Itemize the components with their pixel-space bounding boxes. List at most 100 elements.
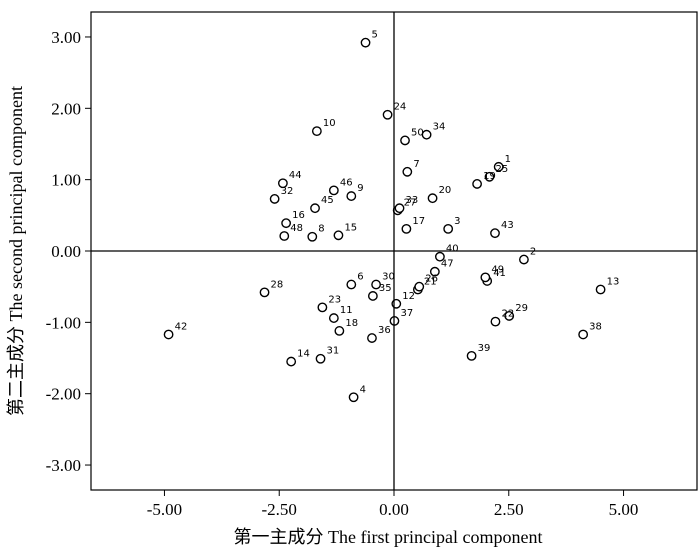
- data-point-35: [367, 291, 378, 301]
- data-point-label: 43: [501, 220, 514, 231]
- data-point-10: [311, 126, 322, 137]
- data-point-49: [480, 272, 491, 283]
- data-point-13: [595, 284, 606, 295]
- data-point-label: 15: [344, 222, 357, 233]
- data-point-2: [519, 254, 529, 265]
- data-point-14: [286, 356, 297, 367]
- data-point-9: [346, 191, 357, 201]
- data-point-label: 14: [297, 349, 310, 360]
- data-point-label: 22: [501, 309, 514, 320]
- data-point-label: 13: [607, 277, 620, 288]
- data-point-34: [421, 129, 432, 140]
- data-point-4: [348, 392, 359, 403]
- y-tick-label: -3.00: [46, 456, 81, 475]
- data-point-label: 38: [589, 321, 602, 332]
- data-point-25: [484, 171, 495, 182]
- data-point-36: [367, 333, 377, 343]
- data-point-label: 28: [271, 279, 284, 290]
- data-point-26: [414, 281, 425, 292]
- data-point-label: 10: [323, 118, 336, 129]
- data-point-label: 8: [318, 224, 324, 235]
- data-point-6: [346, 279, 357, 290]
- labels-layer: 1234567891011121314151617181920212223242…: [175, 30, 620, 396]
- x-axis-title: 第一主成分 The first principal component: [234, 527, 543, 547]
- data-point-label: 47: [441, 259, 454, 270]
- data-point-label: 23: [328, 294, 341, 305]
- y-tick-label: -2.00: [46, 385, 81, 404]
- data-point-7: [402, 166, 413, 177]
- data-point-label: 11: [340, 305, 353, 316]
- data-point-label: 31: [327, 346, 340, 357]
- axes-layer: -5.00 -2.50 0.00 2.50 5.00 3.00 2.00 1.00 0.00 -1…: [6, 11, 698, 547]
- data-point-38: [578, 329, 589, 340]
- data-point-label: 50: [411, 127, 424, 138]
- data-point-label: 9: [357, 183, 363, 194]
- data-point-label: 40: [446, 244, 459, 255]
- data-point-label: 32: [281, 186, 294, 197]
- data-point-label: 21: [424, 277, 437, 288]
- data-point-label: 7: [413, 159, 419, 170]
- data-point-label: 2: [530, 247, 536, 258]
- data-point-label: 30: [382, 272, 395, 283]
- data-point-30: [371, 279, 381, 290]
- data-point-44: [277, 178, 288, 189]
- data-point-label: 3: [454, 216, 460, 227]
- data-point-29: [504, 311, 515, 321]
- data-point-label: 48: [290, 223, 303, 234]
- data-point-label: 1: [505, 154, 511, 165]
- data-point-5: [360, 37, 371, 48]
- y-tick-label: -1.00: [46, 313, 81, 332]
- data-point-label: 16: [292, 210, 305, 221]
- data-point-label: 6: [357, 272, 363, 283]
- data-point-label: 18: [345, 318, 358, 329]
- x-tick-label: -2.50: [262, 500, 297, 519]
- data-point-label: 39: [478, 343, 491, 354]
- data-point-8: [307, 231, 318, 242]
- data-point-17: [401, 223, 412, 234]
- data-point-39: [466, 350, 477, 361]
- data-point-label: 33: [406, 195, 419, 206]
- data-point-46: [328, 185, 339, 196]
- data-point-label: 25: [495, 164, 508, 175]
- data-point-label: 5: [372, 30, 378, 41]
- data-point-48: [279, 231, 290, 241]
- data-point-50: [400, 135, 410, 146]
- data-point-40: [435, 251, 445, 262]
- data-point-1: [493, 161, 504, 172]
- data-point-label: 20: [439, 185, 452, 196]
- data-point-label: 4: [360, 384, 366, 395]
- data-point-31: [315, 353, 326, 364]
- data-point-28: [259, 287, 270, 298]
- data-point-label: 37: [400, 308, 413, 319]
- data-point-15: [333, 230, 344, 241]
- data-point-label: 41: [493, 268, 506, 279]
- y-axis-title: 第二主成分 The second principal component: [6, 86, 26, 416]
- x-tick-label: 0.00: [379, 500, 409, 519]
- data-point-label: 17: [412, 216, 425, 227]
- x-tick-label: -5.00: [147, 500, 182, 519]
- data-point-24: [382, 109, 393, 120]
- data-point-label: 35: [379, 283, 392, 294]
- y-tick-label: 3.00: [51, 28, 81, 47]
- data-point-label: 44: [289, 170, 302, 181]
- x-tick-label: 5.00: [609, 500, 639, 519]
- data-point-33: [394, 203, 405, 214]
- data-point-32: [269, 194, 280, 204]
- data-point-23: [317, 302, 328, 313]
- data-point-3: [443, 223, 454, 234]
- data-point-22: [490, 316, 501, 327]
- data-point-45: [310, 203, 320, 214]
- data-point-label: 19: [483, 171, 496, 182]
- data-point-20: [427, 193, 438, 204]
- data-point-label: 24: [394, 102, 407, 113]
- data-point-label: 45: [321, 195, 334, 206]
- data-point-43: [490, 228, 500, 239]
- data-point-19: [472, 179, 482, 189]
- data-point-label: 42: [175, 321, 188, 332]
- data-point-label: 34: [433, 122, 446, 133]
- data-point-label: 26: [425, 274, 438, 285]
- data-point-11: [328, 313, 339, 323]
- data-point-label: 46: [340, 177, 353, 188]
- y-tick-label: 2.00: [51, 99, 81, 118]
